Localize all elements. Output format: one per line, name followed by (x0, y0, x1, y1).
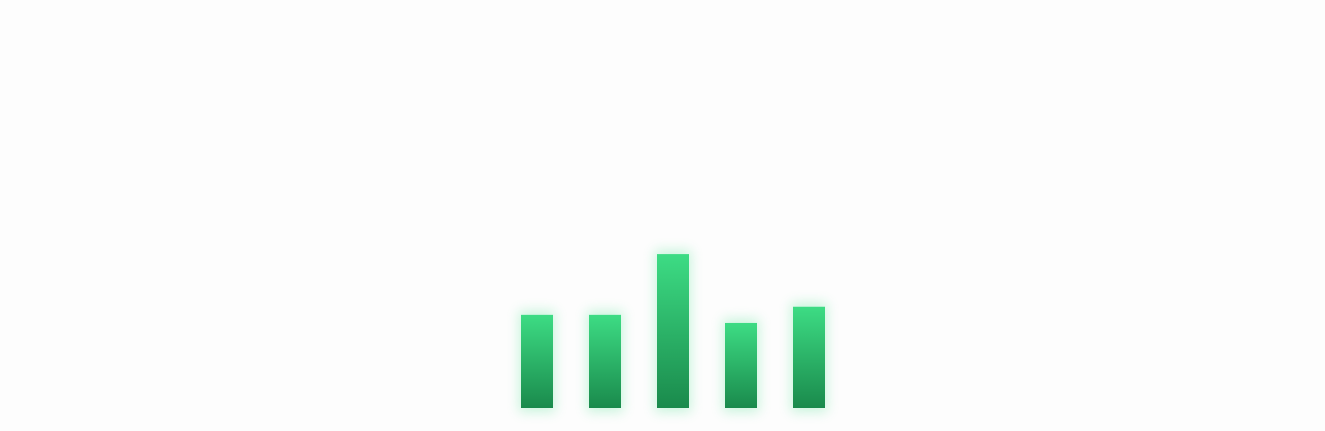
bar-4 (725, 322, 757, 408)
bar-5 (793, 306, 825, 408)
bar-layer (521, 254, 825, 408)
bar-3 (657, 254, 689, 408)
bar-1 (521, 314, 553, 408)
bar-2 (589, 314, 621, 408)
